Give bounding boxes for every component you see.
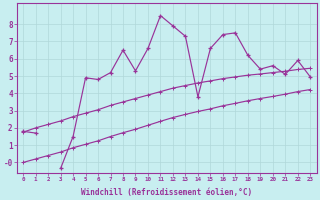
X-axis label: Windchill (Refroidissement éolien,°C): Windchill (Refroidissement éolien,°C) bbox=[81, 188, 252, 197]
